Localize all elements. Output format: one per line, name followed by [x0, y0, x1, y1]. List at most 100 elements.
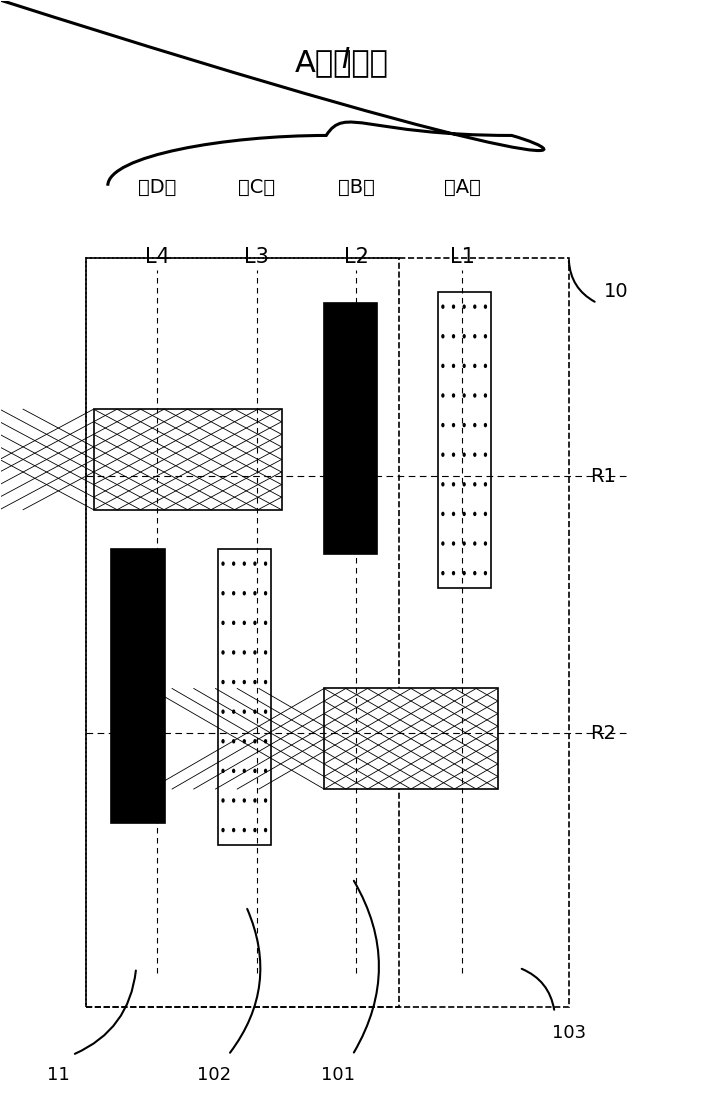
Circle shape — [254, 622, 256, 624]
Bar — [93, 409, 281, 510]
Circle shape — [464, 542, 465, 545]
Text: I: I — [341, 46, 350, 74]
Circle shape — [442, 571, 444, 575]
Circle shape — [244, 829, 245, 831]
Circle shape — [453, 335, 454, 338]
Circle shape — [453, 483, 454, 486]
Circle shape — [265, 740, 266, 743]
Circle shape — [233, 740, 235, 743]
Circle shape — [474, 483, 476, 486]
Circle shape — [453, 423, 454, 427]
Text: 101: 101 — [321, 1066, 355, 1084]
Circle shape — [474, 305, 476, 308]
Circle shape — [233, 562, 235, 566]
Circle shape — [453, 513, 454, 515]
Circle shape — [265, 562, 266, 566]
Bar — [438, 292, 491, 588]
Text: （A）: （A） — [444, 178, 481, 197]
Bar — [111, 549, 164, 822]
Circle shape — [484, 513, 486, 515]
Circle shape — [474, 394, 476, 396]
Circle shape — [222, 740, 224, 743]
Circle shape — [233, 799, 235, 802]
Circle shape — [484, 394, 486, 396]
Text: A局部放大: A局部放大 — [295, 48, 389, 77]
Circle shape — [244, 681, 245, 683]
Circle shape — [244, 799, 245, 802]
Circle shape — [222, 769, 224, 773]
Circle shape — [244, 622, 245, 624]
Circle shape — [474, 542, 476, 545]
Circle shape — [484, 364, 486, 367]
Circle shape — [474, 423, 476, 427]
Circle shape — [453, 305, 454, 308]
Circle shape — [222, 799, 224, 802]
Text: L4: L4 — [145, 248, 170, 268]
Circle shape — [484, 305, 486, 308]
Circle shape — [222, 622, 224, 624]
Circle shape — [254, 740, 256, 743]
Text: L2: L2 — [344, 248, 368, 268]
Circle shape — [474, 571, 476, 575]
Bar — [86, 259, 399, 1007]
Circle shape — [464, 454, 465, 456]
Circle shape — [244, 651, 245, 654]
Circle shape — [442, 483, 444, 486]
Circle shape — [464, 335, 465, 338]
Circle shape — [233, 622, 235, 624]
Circle shape — [453, 364, 454, 367]
Text: R2: R2 — [590, 724, 616, 743]
Circle shape — [464, 571, 465, 575]
Circle shape — [484, 454, 486, 456]
Circle shape — [464, 305, 465, 308]
Circle shape — [442, 423, 444, 427]
Text: 103: 103 — [552, 1024, 586, 1042]
Circle shape — [265, 622, 266, 624]
Bar — [218, 549, 271, 844]
Text: 102: 102 — [197, 1066, 231, 1084]
Circle shape — [484, 423, 486, 427]
Circle shape — [244, 769, 245, 773]
Circle shape — [442, 335, 444, 338]
Text: 10: 10 — [604, 282, 629, 301]
Circle shape — [453, 542, 454, 545]
Circle shape — [222, 651, 224, 654]
Circle shape — [474, 513, 476, 515]
Circle shape — [244, 710, 245, 713]
Circle shape — [254, 710, 256, 713]
Circle shape — [484, 335, 486, 338]
Circle shape — [442, 454, 444, 456]
Circle shape — [244, 591, 245, 595]
Text: 11: 11 — [47, 1066, 70, 1084]
Circle shape — [233, 829, 235, 831]
Circle shape — [222, 829, 224, 831]
Circle shape — [265, 799, 266, 802]
Circle shape — [464, 513, 465, 515]
Circle shape — [233, 651, 235, 654]
Circle shape — [254, 799, 256, 802]
Text: （D）: （D） — [138, 178, 177, 197]
Circle shape — [254, 681, 256, 683]
Circle shape — [244, 740, 245, 743]
Circle shape — [453, 394, 454, 396]
Circle shape — [265, 681, 266, 683]
Bar — [324, 689, 498, 788]
Circle shape — [474, 335, 476, 338]
Text: （C）: （C） — [238, 178, 276, 197]
Circle shape — [442, 542, 444, 545]
Circle shape — [222, 591, 224, 595]
Circle shape — [484, 483, 486, 486]
Circle shape — [484, 571, 486, 575]
Text: L1: L1 — [450, 248, 475, 268]
Circle shape — [233, 681, 235, 683]
Circle shape — [254, 591, 256, 595]
Circle shape — [254, 562, 256, 566]
Circle shape — [442, 513, 444, 515]
Circle shape — [233, 710, 235, 713]
Circle shape — [244, 562, 245, 566]
Bar — [324, 304, 377, 554]
Circle shape — [442, 394, 444, 396]
Circle shape — [222, 681, 224, 683]
Circle shape — [265, 769, 266, 773]
Circle shape — [453, 454, 454, 456]
